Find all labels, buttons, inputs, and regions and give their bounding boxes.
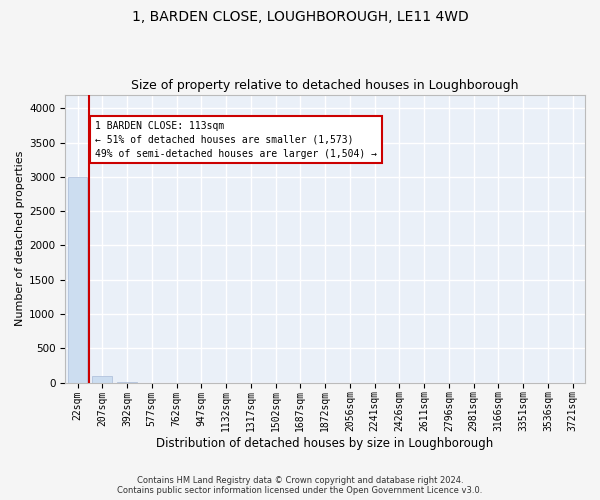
Text: 1, BARDEN CLOSE, LOUGHBOROUGH, LE11 4WD: 1, BARDEN CLOSE, LOUGHBOROUGH, LE11 4WD bbox=[131, 10, 469, 24]
X-axis label: Distribution of detached houses by size in Loughborough: Distribution of detached houses by size … bbox=[157, 437, 494, 450]
Title: Size of property relative to detached houses in Loughborough: Size of property relative to detached ho… bbox=[131, 79, 519, 92]
Bar bbox=[92, 376, 112, 382]
Text: 1 BARDEN CLOSE: 113sqm
← 51% of detached houses are smaller (1,573)
49% of semi-: 1 BARDEN CLOSE: 113sqm ← 51% of detached… bbox=[95, 120, 377, 158]
Text: Contains HM Land Registry data © Crown copyright and database right 2024.
Contai: Contains HM Land Registry data © Crown c… bbox=[118, 476, 482, 495]
Y-axis label: Number of detached properties: Number of detached properties bbox=[15, 151, 25, 326]
Bar bbox=[68, 177, 88, 382]
